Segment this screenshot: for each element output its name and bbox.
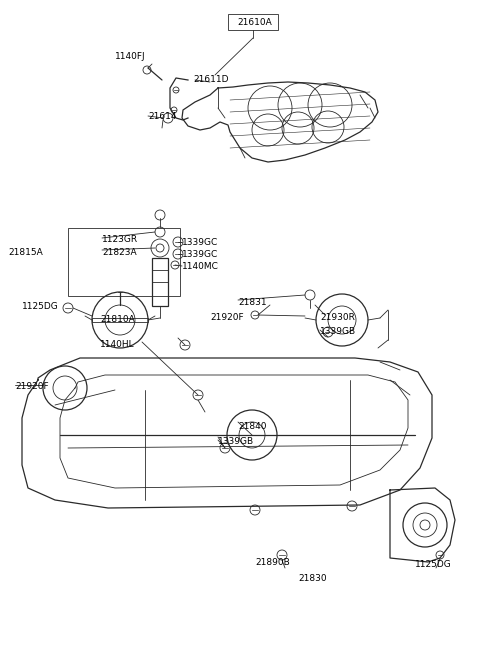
Text: 1140FJ: 1140FJ [115,52,145,61]
Polygon shape [92,318,148,322]
Text: 21930R: 21930R [320,313,355,322]
Text: 21920F: 21920F [210,313,244,322]
Text: 21840: 21840 [238,422,266,431]
Text: 21831: 21831 [238,298,266,307]
Bar [152,258,168,306]
Text: 1123GR: 1123GR [102,235,138,244]
Text: 21810A: 21810A [100,315,135,324]
Text: 21830: 21830 [298,574,326,583]
Text: 1125DG: 1125DG [415,560,452,569]
Text: 1339GC: 1339GC [182,238,218,247]
Text: 21815A: 21815A [8,248,43,257]
Text: 21920F: 21920F [15,382,48,391]
Text: 21614: 21614 [148,112,177,121]
Text: 21610A: 21610A [238,18,272,27]
Text: 1339GB: 1339GB [320,327,356,336]
Text: 21611D: 21611D [193,75,228,84]
Text: 1140MC: 1140MC [182,262,219,271]
Text: 21823A: 21823A [102,248,137,257]
Text: 1339GB: 1339GB [218,437,254,446]
Text: 1125DG: 1125DG [22,302,59,311]
Bar [68,228,180,296]
Text: 1140HL: 1140HL [100,340,134,349]
Bar [228,14,278,30]
Text: 21890B: 21890B [255,558,290,567]
Text: 1339GC: 1339GC [182,250,218,259]
